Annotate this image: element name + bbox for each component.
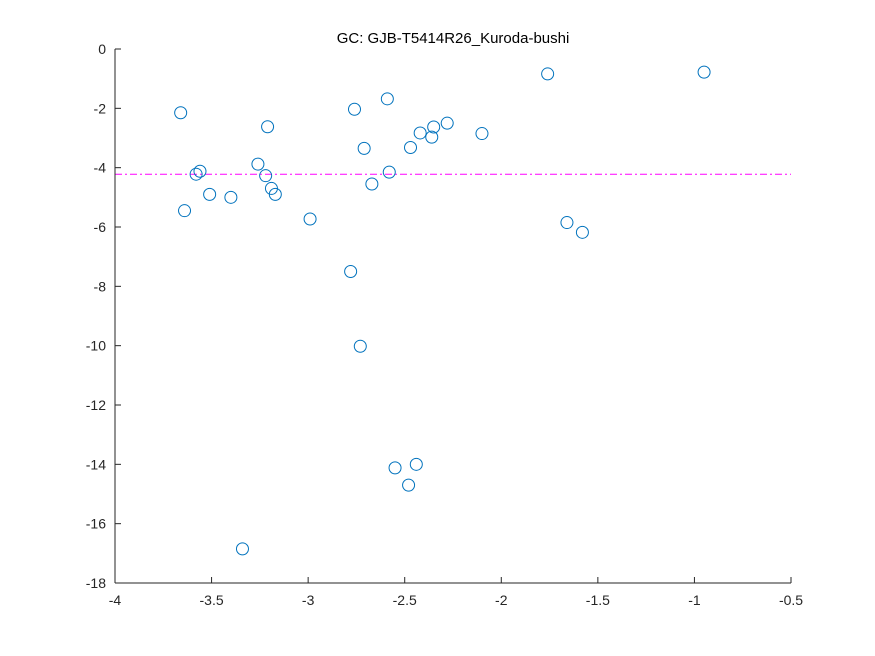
y-tick-label: -12 <box>86 397 106 413</box>
data-point <box>268 187 282 201</box>
data-points <box>174 65 711 556</box>
data-point <box>303 212 317 226</box>
x-tick-label: -3.5 <box>200 592 224 608</box>
chart-title: GC: GJB-T5414R26_Kuroda-bushi <box>337 30 570 47</box>
x-axis-ticks: -4 -3.5 -3 -2.5 -2 -1.5 -1 -0.5 <box>109 577 803 608</box>
data-point <box>382 165 396 179</box>
data-point <box>575 225 589 239</box>
y-axis-ticks: 0 -2 -4 -6 -8 -10 -12 -14 -16 -18 <box>86 41 121 591</box>
data-point <box>697 65 711 79</box>
data-point <box>404 140 418 154</box>
x-tick-label: -0.5 <box>779 592 803 608</box>
y-tick-label: -10 <box>86 338 106 354</box>
y-tick-label: -6 <box>94 219 107 235</box>
axes <box>114 49 791 584</box>
data-point <box>425 130 439 144</box>
data-point <box>344 265 358 278</box>
x-tick-label: -1.5 <box>586 592 610 608</box>
y-tick-label: -16 <box>86 516 106 532</box>
data-point <box>261 120 275 134</box>
x-tick-label: -1 <box>688 592 701 608</box>
y-tick-label: -4 <box>94 160 107 176</box>
y-tick-label: 0 <box>98 41 106 57</box>
x-tick-label: -2.5 <box>393 592 417 608</box>
data-point <box>475 127 489 141</box>
data-point <box>259 169 273 183</box>
data-point <box>440 116 454 130</box>
data-point <box>235 542 249 556</box>
data-point <box>347 102 361 116</box>
data-point <box>353 339 367 353</box>
x-tick-label: -4 <box>109 592 122 608</box>
data-point <box>560 216 574 230</box>
y-tick-label: -8 <box>94 278 107 294</box>
y-tick-label: -18 <box>86 575 106 591</box>
data-point <box>388 461 402 475</box>
data-point <box>174 106 188 120</box>
data-point <box>357 141 371 155</box>
y-tick-label: -14 <box>86 456 106 472</box>
data-point <box>224 190 238 204</box>
data-point <box>365 177 379 191</box>
data-point <box>193 164 207 178</box>
data-point <box>251 157 265 171</box>
data-point <box>409 457 423 471</box>
data-point <box>402 478 416 492</box>
x-tick-label: -2 <box>495 592 508 608</box>
data-point <box>541 67 555 81</box>
x-tick-label: -3 <box>302 592 315 608</box>
data-point <box>178 204 192 218</box>
data-point <box>427 120 441 134</box>
data-point <box>380 92 394 106</box>
y-tick-label: -2 <box>94 100 107 116</box>
data-point <box>413 126 427 140</box>
data-point <box>189 167 203 181</box>
data-point <box>203 187 217 201</box>
